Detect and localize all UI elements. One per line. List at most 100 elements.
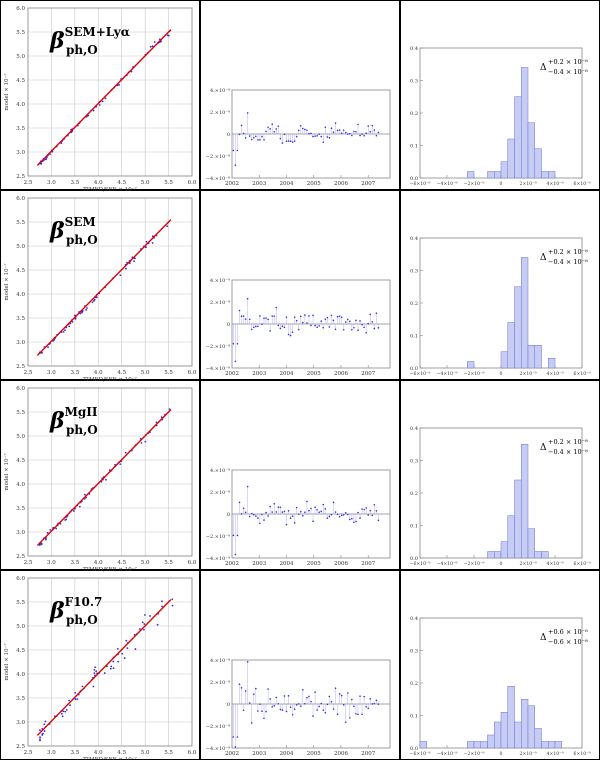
delta-plus: +0.2 × 10⁻⁸ — [548, 438, 588, 446]
y-tick-label: −4.×10⁻⁹ — [206, 746, 230, 752]
histogram-bar — [494, 171, 502, 179]
histogram-bar — [554, 741, 562, 749]
scatter-point — [155, 421, 158, 424]
residual-point — [375, 312, 378, 314]
residual-point — [316, 508, 318, 511]
residual-point — [259, 315, 261, 317]
residual-point — [302, 688, 304, 691]
residual-point — [236, 343, 239, 345]
scatter-point — [140, 442, 143, 444]
residual-point — [375, 699, 378, 702]
panel-cell — [200, 0, 400, 190]
histogram-bar — [487, 551, 495, 559]
x-tick-label: 2002 — [225, 751, 239, 757]
y-tick-label: 4.×10⁻⁹ — [210, 658, 230, 664]
residual-point — [261, 323, 263, 326]
scatter-point — [44, 158, 47, 161]
x-tick-label: 2002 — [225, 561, 239, 567]
residual-point — [236, 534, 239, 537]
x-tick-label: 2002 — [225, 371, 239, 377]
residual-point — [324, 711, 327, 714]
scatter-point — [95, 670, 98, 673]
x-tick-label: −2×10⁻⁹ — [464, 371, 485, 377]
residual-point — [248, 515, 251, 518]
residual-point — [232, 343, 235, 345]
residual-point — [257, 139, 259, 141]
residual-point — [377, 131, 380, 134]
beta-label: βSEM+Lyα — [49, 25, 130, 54]
residual-point — [320, 135, 323, 138]
residual-point — [283, 326, 286, 329]
residual-point — [252, 136, 255, 139]
y-tick-label: −2.×10⁻⁹ — [206, 154, 230, 160]
x-tick-label: 4×10⁻⁹ — [547, 561, 564, 567]
residual-point — [377, 519, 380, 522]
residual-point — [293, 140, 296, 142]
scatter-point — [46, 531, 49, 534]
y-tick-label: 4.×10⁻⁹ — [210, 468, 230, 474]
residual-point — [265, 130, 267, 133]
histogram-bar — [534, 728, 542, 749]
residual-point — [344, 321, 347, 323]
residual-point — [306, 322, 308, 324]
scatter-point — [121, 652, 124, 655]
residual-point — [351, 698, 353, 701]
residual-point — [342, 129, 345, 131]
y-tick-label: 0.4 — [410, 46, 418, 52]
y-tick-label: 4.×10⁻⁹ — [210, 278, 230, 284]
scatter-point — [145, 240, 148, 243]
residual-point — [250, 328, 253, 331]
scatter-point — [65, 708, 68, 711]
histogram-bar — [500, 712, 508, 749]
residual-point — [375, 134, 378, 137]
scatter-point — [124, 451, 127, 454]
scatter-point — [39, 739, 41, 742]
residual-point — [349, 320, 351, 322]
residual-point — [338, 315, 341, 317]
histogram-bar — [500, 161, 508, 179]
x-tick-label: 2006 — [334, 751, 348, 757]
residual-point — [279, 506, 282, 509]
y-tick-label: −4.×10⁻⁹ — [206, 556, 230, 562]
x-tick-label: 2005 — [307, 561, 321, 567]
panel-cell — [400, 0, 600, 190]
residual-point — [271, 706, 273, 708]
residual-point — [346, 513, 349, 516]
residual-point — [363, 695, 365, 698]
residual-point — [322, 503, 325, 506]
y-tick-label: 4.0 — [16, 672, 25, 678]
residual-point — [324, 318, 327, 321]
residual-point — [257, 710, 259, 712]
scatter-point — [144, 246, 147, 249]
residual-point — [318, 511, 320, 513]
y-tick-label: 0.3 — [410, 649, 418, 655]
residual-point — [267, 515, 269, 517]
residual-point — [371, 321, 374, 323]
x-axis-label: TIMED/SEE × 10⁻⁷ — [83, 566, 138, 573]
scatter-point — [98, 104, 101, 106]
residual-point — [330, 127, 333, 129]
residual-point — [299, 124, 302, 127]
residual-point — [302, 127, 304, 130]
scatter-point — [141, 621, 144, 624]
residual-point — [332, 708, 335, 710]
scatter-point — [92, 685, 95, 688]
residual-point — [312, 135, 314, 138]
y-tick-label: 2.×10⁻⁹ — [210, 110, 230, 116]
scatter-point — [144, 440, 147, 443]
histogram-bar — [521, 67, 529, 179]
residual-point — [299, 315, 302, 318]
scatter-point — [118, 83, 121, 86]
x-tick-label: 0 — [500, 751, 503, 757]
residual-point — [285, 710, 288, 713]
histogram-bar — [527, 345, 535, 369]
residual-point — [263, 139, 265, 141]
x-tick-label: 4.0 — [94, 750, 103, 756]
residual-point — [332, 131, 335, 134]
residual-point — [302, 321, 304, 324]
residual-point — [238, 309, 241, 312]
residual-point — [361, 508, 363, 510]
scatter-point — [74, 691, 77, 694]
histogram-bar — [419, 741, 427, 749]
residual-point — [316, 326, 318, 329]
